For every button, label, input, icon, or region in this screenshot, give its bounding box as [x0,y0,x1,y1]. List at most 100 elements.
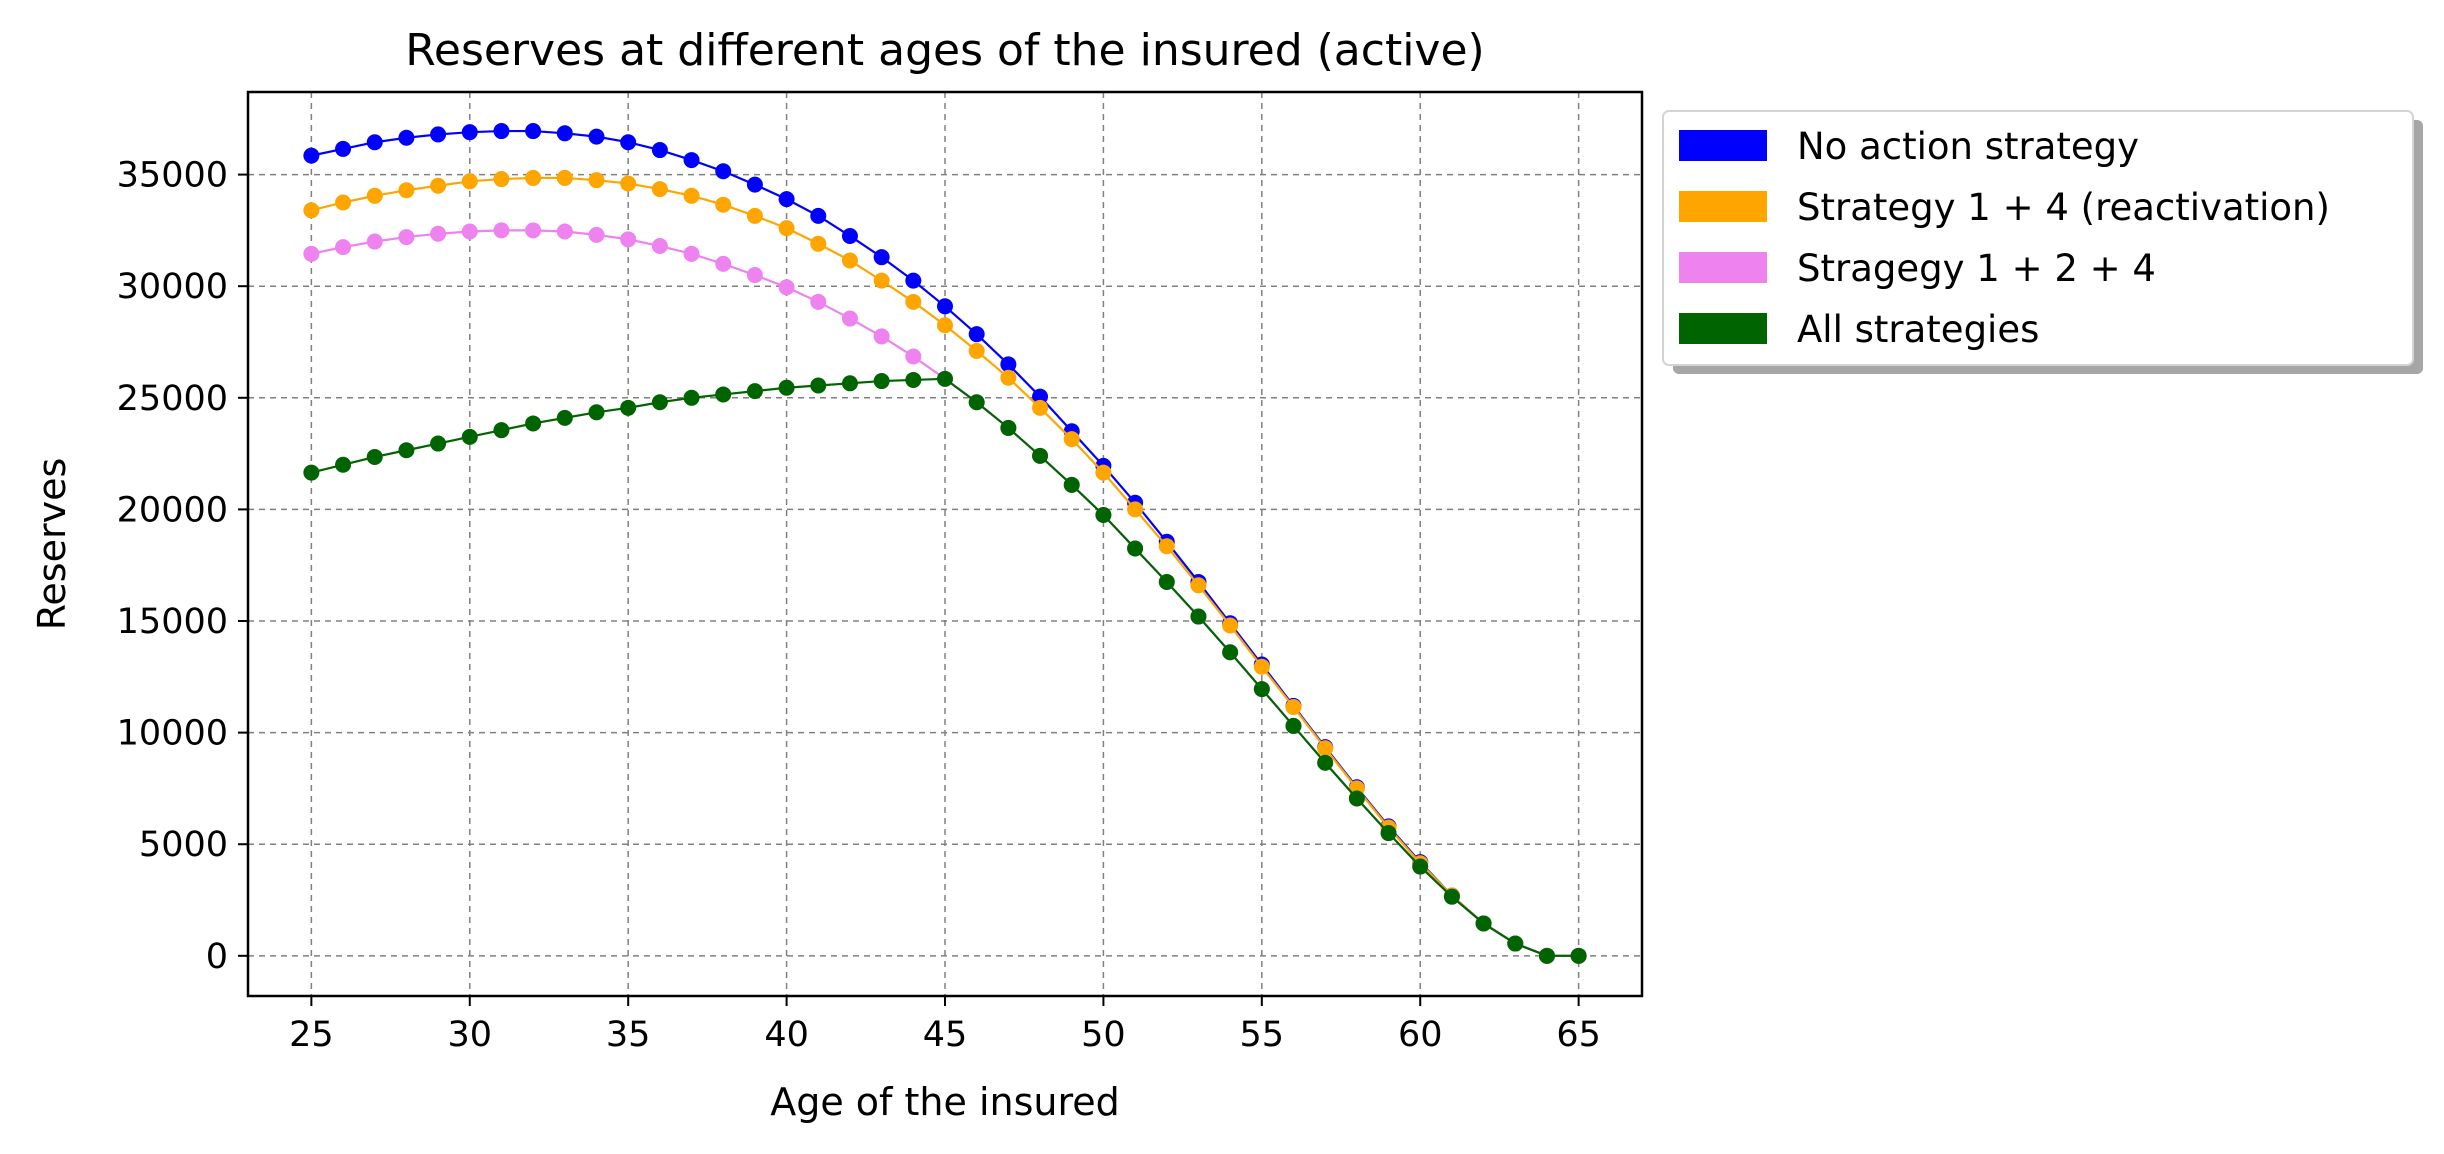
data-point [303,464,320,481]
legend-swatch [1679,130,1767,161]
data-point [1095,506,1112,523]
data-point [1380,825,1397,842]
data-point [1443,888,1460,905]
data-point [588,226,605,243]
data-point [905,348,922,365]
data-point [493,123,510,140]
data-point [873,272,890,289]
data-point [366,448,383,465]
legend-label: Stragegy 1 + 2 + 4 [1797,247,2156,290]
data-point [398,129,415,146]
axis-ticks: 25 30 35 40 45 50 55 60 65 0 5000 10000 15000 20000 25… [117,156,1601,1055]
legend-swatch [1679,191,1767,222]
x-tick-label: 40 [764,1015,809,1055]
data-point [556,223,573,240]
data-point [1317,740,1334,757]
chart-title: Reserves at different ages of the insure… [405,25,1484,76]
data-point [937,298,953,315]
data-point [620,231,637,248]
data-point [430,435,447,452]
data-point [1190,608,1207,625]
data-point [620,175,637,192]
data-point [873,373,890,390]
data-point [588,404,605,421]
y-tick-label: 25000 [117,379,228,419]
legend-label: All strategies [1797,308,2039,351]
data-point [778,379,795,396]
data-point [366,233,383,250]
data-point [937,317,953,334]
data-point [1000,369,1017,386]
y-tick-label: 10000 [117,714,228,754]
data-point [1190,577,1207,594]
data-point [461,173,478,190]
data-point [651,181,668,198]
legend-box [1662,110,2414,366]
grid-lines [248,92,1642,996]
y-tick-label: 0 [206,937,228,977]
data-point [683,245,700,262]
data-point [873,328,890,345]
y-tick-label: 15000 [117,602,228,642]
data-point [398,229,415,246]
data-point [461,124,478,141]
x-tick-label: 55 [1240,1015,1285,1055]
data-point [1000,356,1017,373]
data-point [841,310,858,327]
data-point [1063,476,1080,493]
series-4 [303,370,1587,964]
data-point [303,147,320,164]
data-point [746,383,763,400]
data-point [715,196,732,213]
data-point [493,171,510,188]
data-point [430,177,447,194]
legend-label: No action strategy [1797,125,2139,168]
data-point [968,394,985,411]
data-point [1222,644,1239,661]
data-point [778,191,795,208]
data-point [746,267,763,284]
data-point [715,386,732,403]
data-point [525,123,542,140]
data-point [937,370,953,387]
data-point [1412,858,1429,875]
data-point [525,222,542,239]
data-point [525,169,542,186]
data-point [620,399,637,416]
data-point [715,255,732,272]
data-point [335,456,352,473]
x-tick-label: 60 [1398,1015,1443,1055]
y-tick-label: 20000 [117,490,228,530]
data-point [1285,717,1302,734]
data-point [620,134,637,151]
data-point [1538,947,1555,964]
series-layer [303,123,1587,964]
data-point [1285,698,1302,715]
data-point [1475,915,1492,932]
data-point [1570,947,1587,964]
data-point [1158,538,1175,555]
data-point [398,182,415,199]
data-point [525,415,542,432]
data-point [841,375,858,392]
data-point [746,207,763,224]
data-point [841,252,858,269]
data-point [651,394,668,411]
data-point [588,128,605,145]
data-point [905,371,922,388]
data-point [810,377,827,394]
data-point [651,238,668,255]
data-point [335,194,352,211]
x-tick-label: 25 [289,1015,334,1055]
data-point [1063,431,1080,448]
data-point [905,293,922,310]
legend-swatch [1679,313,1767,344]
data-point [556,169,573,186]
legend: No action strategy Strategy 1 + 4 (reacti… [1662,110,2423,374]
data-point [905,272,922,289]
data-point [493,222,510,239]
data-point [1032,447,1049,464]
data-point [1222,617,1239,634]
data-point [683,389,700,406]
